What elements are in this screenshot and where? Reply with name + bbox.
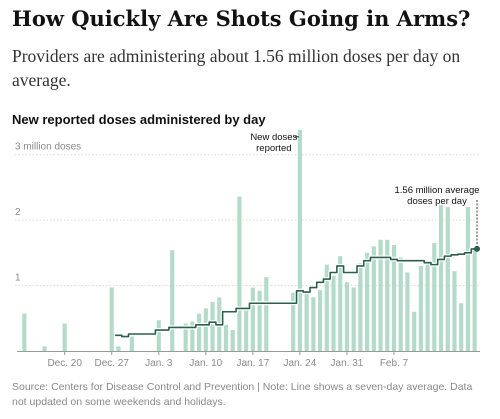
- annotation-average-text: 1.56 million average: [394, 185, 479, 196]
- annotation-new-doses-text: New doses: [250, 132, 297, 143]
- dose-bar: [465, 207, 471, 351]
- dose-bar: [324, 264, 329, 351]
- y-tick-label: 3 million doses: [15, 142, 81, 153]
- dose-bar: [297, 129, 302, 351]
- dose-bar: [304, 292, 309, 351]
- y-tick-label: 2: [15, 207, 21, 218]
- dose-bar: [398, 257, 403, 351]
- dose-bar: [338, 256, 343, 351]
- dose-bar: [385, 239, 390, 351]
- dose-bar: [190, 321, 195, 351]
- dose-bar: [378, 239, 383, 351]
- dose-bar: [230, 330, 235, 351]
- dose-bar: [452, 271, 457, 351]
- dose-bar: [445, 207, 450, 351]
- average-line: [115, 248, 478, 338]
- x-axis: Dec. 20 Dec. 27 Jan. 3 Jan. 10 Jan. 17 Jan. 2…: [17, 351, 480, 369]
- x-tick-label: Dec. 27: [94, 358, 129, 369]
- dose-bar: [109, 287, 114, 351]
- dose-bar: [237, 196, 242, 351]
- dose-bar: [197, 313, 202, 351]
- dose-bar: [438, 205, 444, 351]
- x-tick-label: Jan. 17: [236, 358, 269, 369]
- dose-bar: [432, 243, 437, 351]
- x-tick-label: Jan. 24: [283, 358, 316, 369]
- x-tick-label: Feb. 7: [380, 358, 409, 369]
- dose-bar: [358, 263, 363, 351]
- dose-bar: [210, 301, 215, 351]
- dose-bar: [459, 303, 464, 351]
- dose-bar: [42, 346, 47, 351]
- dose-bar: [257, 290, 262, 351]
- dose-bar: [264, 277, 269, 351]
- dose-bar: [391, 245, 397, 351]
- daily-dose-bars: [22, 129, 477, 351]
- x-tick-label: Jan. 10: [189, 358, 222, 369]
- y-tick-label: 1: [15, 273, 21, 284]
- page-dek: Providers are administering about 1.56 m…: [12, 46, 461, 90]
- dose-bar: [351, 287, 356, 351]
- dose-bar: [425, 262, 430, 351]
- dose-bar: [62, 323, 67, 351]
- seven-day-average-line: [115, 245, 480, 339]
- x-tick-label: Jan. 31: [331, 358, 364, 369]
- dose-bar: [244, 306, 249, 351]
- dose-bar: [129, 336, 134, 351]
- dose-bar: [365, 252, 370, 351]
- x-tick-label: Jan. 3: [145, 358, 173, 369]
- dose-bar: [317, 290, 323, 351]
- dose-bar: [22, 313, 27, 351]
- chart-title: New reported doses administered by day: [12, 112, 266, 127]
- dose-bar: [116, 346, 121, 351]
- grid-lines: 1 2 3 million doses: [15, 142, 480, 287]
- dose-bar: [472, 248, 477, 351]
- dose-bar: [183, 323, 188, 351]
- dose-bar: [418, 265, 423, 351]
- dose-bar: [203, 308, 208, 351]
- dose-bar: [250, 287, 255, 351]
- annotation-new-doses-text: reported: [256, 143, 291, 154]
- dose-bar: [223, 324, 229, 351]
- dose-bar: [331, 275, 336, 351]
- source-note: Source: Centers for Disease Control and …: [12, 381, 473, 408]
- average-end-dot: [474, 245, 480, 252]
- dose-bar: [344, 282, 350, 351]
- dose-bar: [156, 320, 161, 351]
- x-tick-label: Dec. 20: [47, 358, 82, 369]
- dose-bar: [412, 311, 417, 351]
- dose-bar: [371, 246, 376, 351]
- dose-bar: [170, 250, 175, 351]
- dose-bar: [291, 292, 296, 351]
- dose-bar: [405, 272, 410, 351]
- page-headline: How Quickly Are Shots Going in Arms?: [12, 6, 471, 31]
- annotation-average-text: doses per day: [407, 196, 467, 207]
- dose-bar: [311, 297, 316, 351]
